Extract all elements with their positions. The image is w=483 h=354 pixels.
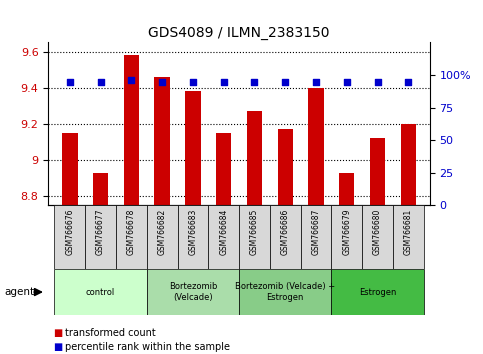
- Bar: [239, 269, 331, 315]
- Bar: [55, 269, 147, 315]
- Bar: [185, 91, 200, 205]
- Text: agent: agent: [5, 287, 35, 297]
- Text: GSM766679: GSM766679: [342, 209, 351, 255]
- Text: GSM766678: GSM766678: [127, 209, 136, 255]
- Point: [220, 79, 227, 84]
- Bar: [55, 205, 85, 269]
- Bar: [124, 55, 139, 205]
- Text: GSM766684: GSM766684: [219, 209, 228, 255]
- Bar: [270, 205, 300, 269]
- Point: [374, 79, 382, 84]
- Point: [158, 79, 166, 84]
- Text: GSM766681: GSM766681: [404, 209, 413, 255]
- Point: [404, 79, 412, 84]
- Bar: [239, 205, 270, 269]
- Point: [312, 79, 320, 84]
- Text: Bortezomib
(Velcade): Bortezomib (Velcade): [169, 282, 217, 302]
- Bar: [216, 133, 231, 205]
- Bar: [116, 205, 147, 269]
- Text: GSM766682: GSM766682: [157, 209, 167, 255]
- Bar: [370, 138, 385, 205]
- Text: GSM766687: GSM766687: [312, 209, 321, 255]
- Bar: [93, 173, 108, 205]
- Bar: [85, 205, 116, 269]
- Bar: [331, 269, 424, 315]
- Text: GSM766680: GSM766680: [373, 209, 382, 255]
- Bar: [178, 205, 208, 269]
- Bar: [247, 111, 262, 205]
- Bar: [393, 205, 424, 269]
- Bar: [147, 269, 239, 315]
- Text: transformed count: transformed count: [65, 328, 156, 338]
- Bar: [308, 88, 324, 205]
- Point: [66, 79, 74, 84]
- Bar: [62, 133, 78, 205]
- Bar: [300, 205, 331, 269]
- Bar: [362, 205, 393, 269]
- Text: GSM766686: GSM766686: [281, 209, 290, 255]
- Bar: [147, 205, 178, 269]
- Bar: [339, 173, 355, 205]
- Point: [189, 79, 197, 84]
- Text: Estrogen: Estrogen: [359, 287, 396, 297]
- Text: GSM766676: GSM766676: [65, 209, 74, 255]
- Text: GSM766683: GSM766683: [188, 209, 198, 255]
- Point: [282, 79, 289, 84]
- Bar: [155, 77, 170, 205]
- Point: [97, 79, 104, 84]
- Point: [343, 79, 351, 84]
- Text: percentile rank within the sample: percentile rank within the sample: [65, 342, 230, 352]
- Point: [128, 78, 135, 83]
- Bar: [208, 205, 239, 269]
- Title: GDS4089 / ILMN_2383150: GDS4089 / ILMN_2383150: [148, 26, 330, 40]
- Point: [251, 79, 258, 84]
- Text: GSM766685: GSM766685: [250, 209, 259, 255]
- Bar: [278, 129, 293, 205]
- Text: GSM766677: GSM766677: [96, 209, 105, 255]
- Text: Bortezomib (Velcade) +
Estrogen: Bortezomib (Velcade) + Estrogen: [235, 282, 335, 302]
- Bar: [400, 124, 416, 205]
- Text: ■: ■: [53, 342, 62, 352]
- Bar: [331, 205, 362, 269]
- Text: control: control: [86, 287, 115, 297]
- Text: ■: ■: [53, 328, 62, 338]
